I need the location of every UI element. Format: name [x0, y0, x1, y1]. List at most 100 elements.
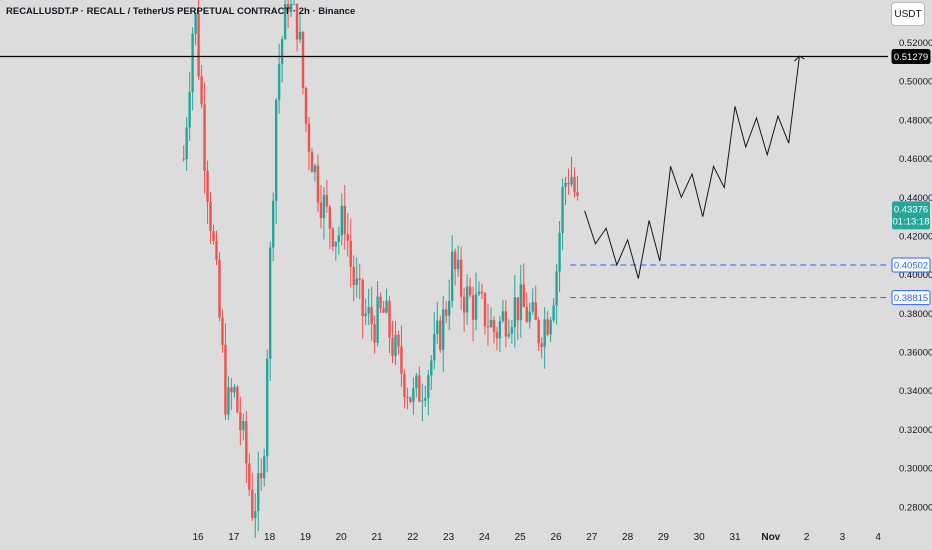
x-tick-label: 28 — [622, 532, 634, 543]
price-tag-box — [891, 290, 931, 306]
candle-body — [456, 259, 460, 270]
candle-body — [239, 412, 242, 431]
candle-body — [391, 337, 394, 356]
candle-body — [471, 295, 475, 320]
symbol-title: RECALLUSDT.P · RECALL / TetherUS PERPETU… — [6, 6, 356, 17]
candle-body — [394, 334, 397, 356]
candle-body — [400, 346, 403, 374]
candle-body — [436, 320, 439, 335]
candle-body — [489, 319, 493, 327]
candle-body — [340, 205, 343, 236]
candle-body — [525, 306, 528, 322]
candle-body — [289, 3, 293, 12]
candle-body — [191, 33, 194, 93]
x-tick-label: Nov — [761, 532, 780, 543]
candle-body — [361, 279, 364, 317]
candle-body — [573, 176, 576, 193]
candle-body — [367, 307, 370, 314]
candle-body — [301, 32, 305, 88]
candle-body — [230, 387, 233, 393]
x-tick-label: 16 — [192, 532, 204, 543]
x-tick-label: 31 — [729, 532, 741, 543]
candle-body — [531, 302, 534, 312]
price-tag-label: 0.38815 — [894, 293, 928, 304]
candle-body — [522, 284, 525, 307]
candle-body — [450, 251, 454, 301]
candle-body — [352, 266, 355, 286]
candle-body — [283, 3, 287, 40]
candle-body — [498, 320, 502, 339]
candle-body — [415, 375, 418, 389]
candle-body — [480, 291, 484, 294]
candle-body — [501, 311, 505, 321]
y-tick-label: 0.48000 — [899, 115, 932, 126]
time-axis[interactable]: 16 17 18 19 20 21 22 23 24 25 26 27 28 29 30 31 Nov 2 3 4 — [192, 532, 881, 543]
y-tick-label: 0.46000 — [899, 154, 932, 165]
price-axis[interactable]: 0.28000 0.30000 0.32000 0.34000 0.36000 0.380… — [899, 38, 932, 513]
candle-body — [215, 240, 218, 260]
candle-body — [200, 76, 203, 105]
candle-body — [495, 332, 499, 339]
candle-body — [388, 300, 391, 338]
candle-body — [459, 259, 463, 297]
x-tick-label: 29 — [658, 532, 670, 543]
candle-body — [346, 234, 349, 241]
currency-button[interactable]: USDT — [891, 2, 925, 26]
candle-body — [447, 300, 451, 316]
candle-body — [507, 333, 511, 337]
x-tick-label: 23 — [443, 532, 455, 543]
candle-body — [468, 286, 472, 296]
candle-body — [337, 235, 341, 242]
candle-body — [433, 334, 436, 361]
candle-body — [355, 278, 358, 286]
candle-body — [570, 176, 573, 185]
candle-body — [304, 87, 308, 124]
candle-body — [379, 296, 382, 309]
x-tick-label: 30 — [694, 532, 706, 543]
candle-body — [257, 473, 260, 512]
candle-body — [376, 296, 379, 343]
candle-body — [325, 194, 329, 207]
candle-body — [260, 473, 263, 479]
x-tick-label: 3 — [840, 532, 846, 543]
x-tick-label: 26 — [550, 532, 562, 543]
candle-body — [221, 317, 224, 345]
y-tick-label: 0.40000 — [899, 270, 932, 281]
candle-body — [576, 192, 579, 196]
candle-body — [203, 104, 206, 171]
x-tick-label: 27 — [586, 532, 598, 543]
candle-body — [298, 32, 302, 40]
y-tick-label: 0.52000 — [899, 38, 932, 49]
x-tick-label: 24 — [479, 532, 491, 543]
candle-body — [486, 326, 490, 328]
price-tag-label: 0.40502 — [894, 260, 928, 271]
projection-path — [584, 56, 800, 279]
candle-body — [424, 398, 427, 401]
candle-body — [439, 320, 442, 350]
candle-body — [483, 293, 487, 327]
candle-body — [534, 302, 537, 320]
candle-body — [540, 343, 543, 347]
candle-body — [528, 311, 531, 322]
candle-body — [418, 375, 421, 402]
y-tick-label: 0.28000 — [899, 502, 932, 513]
candle-body — [343, 205, 346, 235]
candle-body — [194, 13, 197, 34]
candle-body — [188, 92, 191, 128]
candle-body — [313, 165, 317, 173]
x-tick-label: 20 — [336, 532, 348, 543]
candle-body — [442, 309, 445, 350]
x-tick-label: 22 — [407, 532, 419, 543]
candle-body — [307, 123, 311, 152]
bar-countdown-label: 01:13:18 — [893, 216, 930, 227]
candle-body — [552, 305, 555, 321]
candle-body — [358, 278, 361, 280]
candle-body — [328, 206, 332, 229]
candle-body — [292, 3, 296, 5]
candle-body — [492, 319, 496, 333]
candle-body — [397, 334, 400, 347]
candle-body — [322, 194, 326, 218]
candle-body — [185, 127, 188, 160]
